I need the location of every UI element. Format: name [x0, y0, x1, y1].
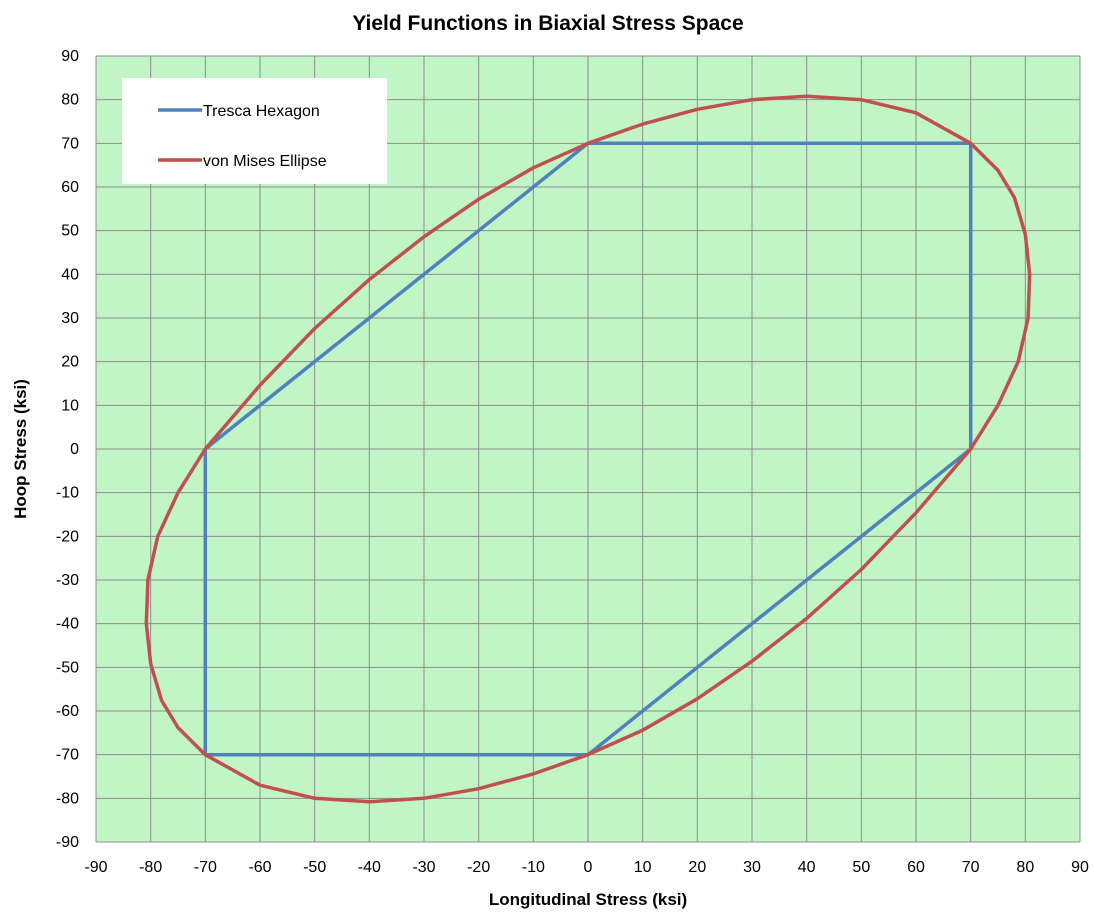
tick-labels: -90 -80 -70 -60 -50 -40 -30 -20 -10 0 10 20 30 40 50 60…	[56, 48, 1089, 876]
x-tick-label: -30	[412, 859, 435, 876]
y-tick-label: 60	[61, 179, 79, 196]
y-tick-label: 70	[61, 135, 79, 152]
x-tick-label: 30	[743, 859, 761, 876]
y-tick-label: -70	[56, 747, 79, 764]
x-tick-label: 0	[584, 859, 593, 876]
y-tick-label: -50	[56, 659, 79, 676]
y-tick-label: 20	[61, 354, 79, 371]
x-tick-label: -50	[303, 859, 326, 876]
y-axis-label: Hoop Stress (ksi)	[11, 379, 30, 519]
legend: Tresca Hexagon von Mises Ellipse	[122, 78, 387, 184]
x-tick-label: -60	[248, 859, 271, 876]
legend-box	[122, 78, 387, 184]
y-tick-label: 10	[61, 397, 79, 414]
y-tick-label: 0	[70, 441, 79, 458]
y-tick-label: -80	[56, 790, 79, 807]
y-tick-label: -30	[56, 572, 79, 589]
series-layer	[144, 94, 1032, 804]
x-tick-label: -90	[84, 859, 107, 876]
y-tick-label: 40	[61, 266, 79, 283]
x-tick-label: 80	[1016, 859, 1034, 876]
x-tick-label: 90	[1071, 859, 1089, 876]
x-tick-label: -80	[139, 859, 162, 876]
y-tick-label: -60	[56, 703, 79, 720]
von-mises-ellipse-line	[144, 94, 1032, 804]
x-tick-label: 60	[907, 859, 925, 876]
y-tick-label: 30	[61, 310, 79, 327]
y-tick-label: 90	[61, 48, 79, 65]
y-tick-label: -20	[56, 528, 79, 545]
x-tick-label: 40	[798, 859, 816, 876]
y-tick-label: -10	[56, 485, 79, 502]
x-tick-label: -70	[194, 859, 217, 876]
legend-label-von-mises: von Mises Ellipse	[203, 153, 327, 170]
chart-title: Yield Functions in Biaxial Stress Space	[352, 12, 743, 35]
legend-label-tresca: Tresca Hexagon	[203, 103, 320, 120]
x-tick-label: 10	[634, 859, 652, 876]
x-axis-label: Longitudinal Stress (ksi)	[489, 890, 687, 909]
x-tick-label: -40	[358, 859, 381, 876]
y-tick-label: -40	[56, 616, 79, 633]
y-tick-label: 50	[61, 223, 79, 240]
x-tick-label: 70	[962, 859, 980, 876]
y-tick-label: 80	[61, 92, 79, 109]
x-tick-label: 50	[852, 859, 870, 876]
x-tick-label: 20	[688, 859, 706, 876]
x-tick-label: -20	[467, 859, 490, 876]
x-tick-label: -10	[522, 859, 545, 876]
y-tick-label: -90	[56, 834, 79, 851]
